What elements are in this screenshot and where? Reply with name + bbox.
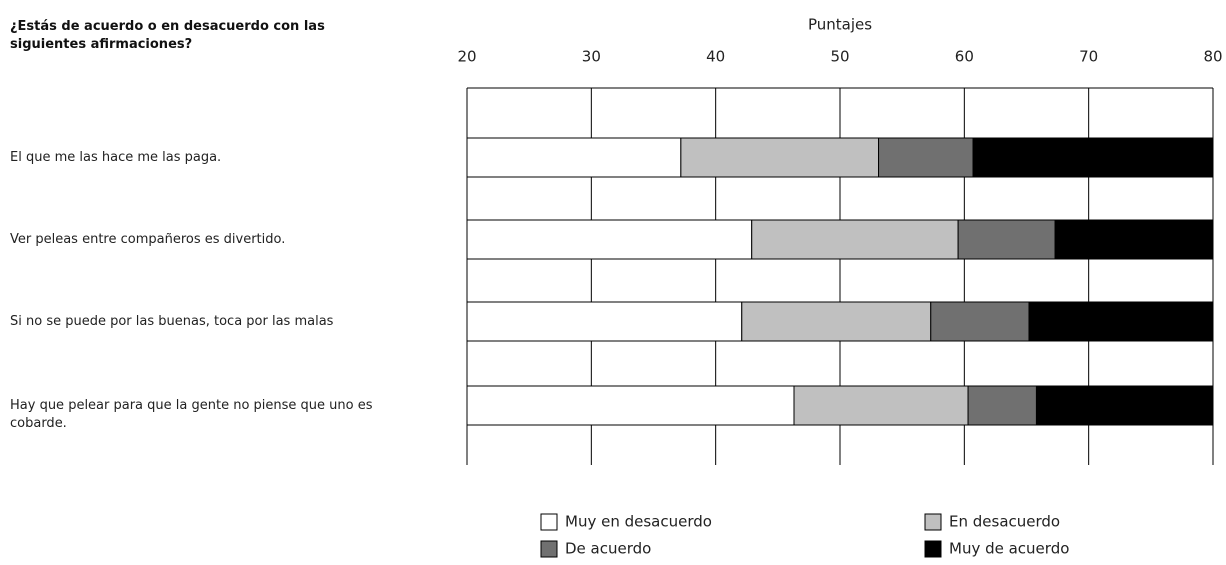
category-label: Si no se puede por las buenas, toca por …: [10, 313, 334, 329]
bar-segment: [1028, 301, 1214, 342]
legend-label: Muy en desacuerdo: [565, 513, 712, 531]
bar-segment: [466, 301, 743, 342]
x-axis-label: Puntajes: [808, 16, 872, 34]
x-tick-label: 70: [1079, 48, 1098, 66]
bar-segment: [957, 219, 1056, 260]
legend-label: Muy de acuerdo: [949, 540, 1069, 558]
x-tick-label: 30: [582, 48, 601, 66]
legend-swatch: [540, 540, 558, 558]
bar-segment: [967, 385, 1037, 426]
x-tick-label: 80: [1203, 48, 1222, 66]
bar-segment: [972, 137, 1214, 178]
x-tick-label: 20: [457, 48, 476, 66]
x-tick-label: 40: [706, 48, 725, 66]
legend-label: De acuerdo: [565, 540, 651, 558]
bar-segment: [1054, 219, 1214, 260]
category-label: El que me las hace me las paga.: [10, 149, 222, 165]
bar-segment: [793, 385, 969, 426]
legend-label: En desacuerdo: [949, 513, 1060, 531]
bar-segment: [930, 301, 1030, 342]
chart-title: ¿Estás de acuerdo o en desacuerdo con la…: [10, 19, 325, 52]
bar-segment: [751, 219, 959, 260]
bar-segment: [466, 137, 682, 178]
bar-segment: [878, 137, 974, 178]
bar-segment: [1035, 385, 1214, 426]
category-label: Hay que pelear para que la gente no pien…: [10, 397, 373, 431]
bar-segment: [466, 385, 795, 426]
bar-segment: [741, 301, 932, 342]
category-label: Ver peleas entre compañeros es divertido…: [10, 231, 286, 247]
legend-swatch: [924, 540, 942, 558]
bar-segment: [680, 137, 880, 178]
legend-swatch: [540, 513, 558, 531]
x-tick-label: 60: [955, 48, 974, 66]
x-tick-label: 50: [830, 48, 849, 66]
bar-segment: [466, 219, 753, 260]
legend-swatch: [924, 513, 942, 531]
